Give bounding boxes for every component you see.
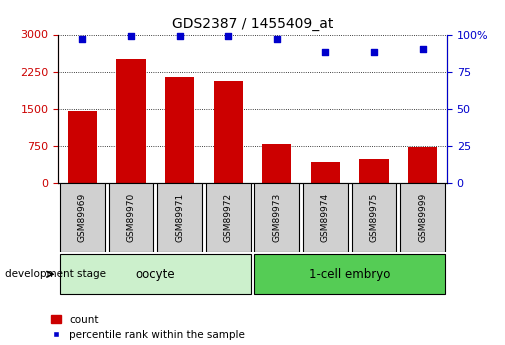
- Bar: [68, 111, 97, 183]
- FancyBboxPatch shape: [303, 183, 348, 252]
- Point: [176, 33, 184, 39]
- FancyBboxPatch shape: [254, 254, 445, 294]
- Point: [273, 36, 281, 42]
- FancyBboxPatch shape: [206, 183, 250, 252]
- Bar: [165, 77, 194, 183]
- Text: GSM89970: GSM89970: [126, 193, 135, 242]
- Bar: [214, 81, 243, 183]
- Text: GSM89972: GSM89972: [224, 193, 233, 242]
- FancyBboxPatch shape: [60, 183, 105, 252]
- Legend: count, percentile rank within the sample: count, percentile rank within the sample: [50, 315, 245, 340]
- FancyBboxPatch shape: [60, 254, 251, 294]
- FancyBboxPatch shape: [351, 183, 396, 252]
- Point: [370, 50, 378, 55]
- Text: GSM89969: GSM89969: [78, 193, 87, 242]
- Text: GSM89974: GSM89974: [321, 193, 330, 242]
- Point: [127, 33, 135, 39]
- FancyBboxPatch shape: [109, 183, 154, 252]
- Point: [321, 50, 329, 55]
- Text: GSM89999: GSM89999: [418, 193, 427, 242]
- Point: [224, 33, 232, 39]
- Bar: [311, 161, 340, 183]
- Text: development stage: development stage: [5, 269, 106, 279]
- Text: 1-cell embryo: 1-cell embryo: [309, 268, 390, 281]
- Point: [419, 47, 427, 52]
- Text: GSM89975: GSM89975: [370, 193, 379, 242]
- FancyBboxPatch shape: [255, 183, 299, 252]
- Title: GDS2387 / 1455409_at: GDS2387 / 1455409_at: [172, 17, 333, 31]
- FancyBboxPatch shape: [400, 183, 445, 252]
- Text: GSM89971: GSM89971: [175, 193, 184, 242]
- Text: GSM89973: GSM89973: [272, 193, 281, 242]
- Bar: [360, 159, 389, 183]
- FancyBboxPatch shape: [157, 183, 202, 252]
- Point: [78, 36, 86, 42]
- Text: oocyte: oocyte: [135, 268, 175, 281]
- Bar: [408, 147, 437, 183]
- Bar: [262, 144, 291, 183]
- Bar: [116, 59, 145, 183]
